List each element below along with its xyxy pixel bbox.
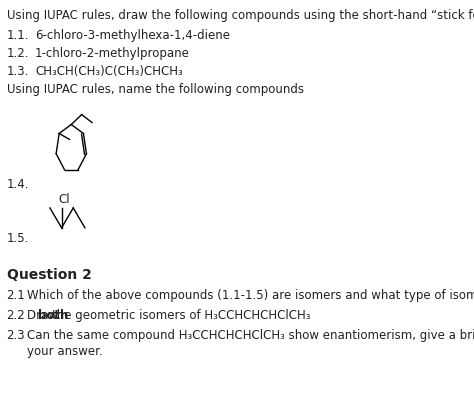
Text: 1.5.: 1.5. <box>7 232 29 245</box>
Text: Using IUPAC rules, draw the following compounds using the short-hand “stick form: Using IUPAC rules, draw the following co… <box>7 10 474 22</box>
Text: 2.1: 2.1 <box>7 289 25 303</box>
Text: 1.4.: 1.4. <box>7 178 29 191</box>
Text: your answer.: your answer. <box>27 345 103 358</box>
Text: Cl: Cl <box>58 193 70 206</box>
Text: Can the same compound H₃CCHCHCHClCH₃ show enantiomerism, give a brief reasoⁿ: Can the same compound H₃CCHCHCHClCH₃ sho… <box>27 329 474 342</box>
Text: 1-chloro-2-methylpropane: 1-chloro-2-methylpropane <box>35 47 190 60</box>
Text: 6-chloro-3-methylhexa-1,4-diene: 6-chloro-3-methylhexa-1,4-diene <box>35 29 230 42</box>
Text: 1.3.: 1.3. <box>7 65 29 78</box>
Text: 2.3: 2.3 <box>7 329 25 342</box>
Text: CH₃CH(CH₃)C(CH₃)CHCH₃: CH₃CH(CH₃)C(CH₃)CHCH₃ <box>35 65 183 78</box>
Text: Using IUPAC rules, name the following compounds: Using IUPAC rules, name the following co… <box>7 83 303 96</box>
Text: Which of the above compounds (1.1-1.5) are isomers and what type of isomers?: Which of the above compounds (1.1-1.5) a… <box>27 289 474 303</box>
Text: Question 2: Question 2 <box>7 268 91 281</box>
Text: 1.1.: 1.1. <box>7 29 29 42</box>
Text: 2.2: 2.2 <box>7 309 25 322</box>
Text: the geometric isomers of H₃CCHCHCHClCH₃: the geometric isomers of H₃CCHCHCHClCH₃ <box>52 309 310 322</box>
Text: Draw: Draw <box>27 309 62 322</box>
Text: 1.2.: 1.2. <box>7 47 29 60</box>
Text: both: both <box>38 309 69 322</box>
